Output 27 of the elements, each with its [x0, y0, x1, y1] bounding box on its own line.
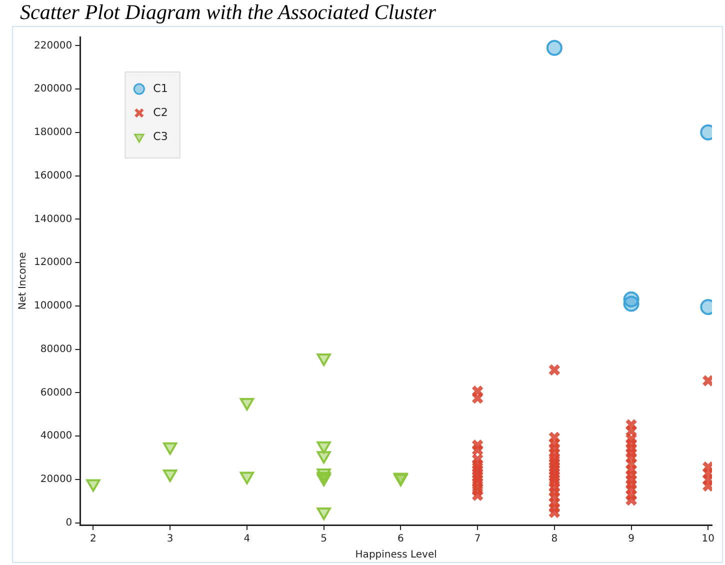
x-tick-label: 10 [702, 534, 715, 545]
x-tick-label: 8 [551, 534, 558, 545]
y-tick-label: 220000 [34, 40, 72, 52]
y-tick-label: 140000 [34, 214, 72, 225]
x-tick-label: 2 [90, 534, 96, 545]
x-tick-label: 4 [244, 534, 250, 545]
legend-label: C3 [153, 130, 168, 143]
y-tick-label: 200000 [34, 84, 72, 95]
x-tick-label: 3 [166, 534, 174, 545]
y-tick-label: 80000 [40, 344, 72, 355]
y-axis-title: Net Income [18, 252, 29, 310]
x-tick-label: 5 [320, 534, 328, 545]
x-tick-label: 9 [628, 534, 634, 545]
x-tick-label: 7 [474, 534, 481, 545]
y-tick-label: 160000 [34, 170, 72, 182]
x-tick-label: 6 [398, 534, 404, 545]
y-tick-label: 180000 [34, 127, 72, 138]
x-axis-title: Happiness Level [355, 550, 437, 561]
chart-title: Scatter Plot Diagram with the Associated Cluster [20, 0, 438, 24]
y-tick-label: 100000 [34, 300, 72, 312]
y-tick-label: 120000 [34, 257, 72, 268]
y-tick-label: 40000 [40, 430, 72, 442]
legend-label: C2 [153, 106, 168, 119]
y-tick-label: 0 [66, 517, 72, 528]
legend-label: C1 [153, 82, 168, 95]
y-tick-label: 60000 [40, 387, 72, 398]
y-tick-label: 20000 [40, 474, 72, 486]
